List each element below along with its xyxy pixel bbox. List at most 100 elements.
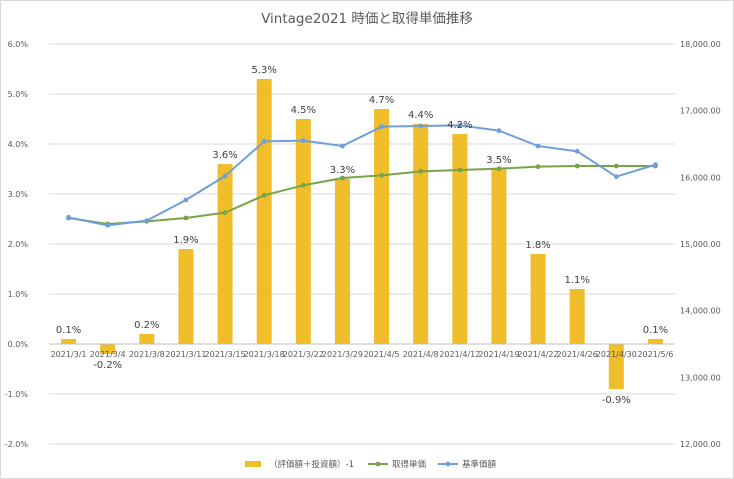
bar-series — [61, 79, 663, 389]
line-series — [66, 122, 658, 228]
bar-data-label: 1.9% — [173, 235, 198, 246]
x-tick-label: 2021/3/1 — [51, 350, 87, 359]
legend-label: 取得単価 — [392, 459, 427, 470]
y-left-tick-label: 1.0% — [8, 290, 29, 299]
legend-marker — [445, 461, 451, 467]
y-left-tick-label: 2.0% — [8, 240, 29, 249]
bar — [256, 79, 272, 344]
series-point — [66, 214, 71, 220]
bar — [374, 109, 390, 344]
bar — [413, 124, 429, 344]
bar — [334, 179, 350, 344]
x-tick-label: 2021/4/8 — [403, 350, 439, 359]
y-left-tick-label: 0.0% — [8, 340, 29, 349]
bar — [61, 339, 77, 344]
series-line — [68, 124, 656, 227]
series-point — [340, 175, 345, 181]
series-point — [261, 192, 267, 198]
x-tick-label: 2021/4/19 — [478, 350, 519, 359]
bar — [491, 169, 507, 344]
series-point — [535, 164, 541, 170]
bar-data-label: -0.2% — [93, 360, 122, 371]
series-point — [418, 123, 424, 129]
bar-data-label: 0.1% — [643, 325, 668, 336]
chart-title: Vintage2021 時価と取得単価推移 — [261, 10, 473, 27]
axes: -2.0% -1.0% 0.0% 1.0% 2.0% 3.0% 4.0% 5.0% 6.0% 12… — [5, 40, 721, 449]
x-tick-label: 2021/3/18 — [244, 350, 285, 359]
x-tick-label: 2021/3/11 — [165, 350, 206, 359]
y-right-tick-label: 17,000.00 — [680, 107, 721, 116]
x-tick-label: 2021/3/22 — [283, 350, 324, 359]
series-point — [613, 163, 619, 169]
series-point — [222, 210, 228, 216]
y-left-tick-label: 3.0% — [8, 190, 29, 199]
y-left-tick-label: 5.0% — [8, 90, 29, 99]
bar — [139, 334, 155, 344]
series-point — [535, 143, 541, 149]
legend-label: （評価額＋投資額）-1 — [269, 459, 354, 470]
series-point — [300, 138, 306, 144]
series-point — [183, 215, 189, 221]
series-point — [418, 168, 424, 174]
y-left-tick-label: 4.0% — [8, 140, 29, 149]
x-tick-label: 2021/4/26 — [557, 350, 598, 359]
legend-swatch — [245, 461, 261, 467]
series-point — [379, 172, 384, 178]
y-left-tick-label: -1.0% — [5, 390, 29, 399]
y-right-tick-label: 14,000.00 — [680, 307, 721, 316]
x-tick-label: 2021/3/15 — [205, 350, 246, 359]
series-point — [457, 167, 463, 173]
bar-data-label: 5.3% — [251, 65, 276, 76]
bar — [608, 344, 624, 389]
series-point — [144, 218, 150, 224]
data-labels: 0.1% -0.2% 0.2% 1.9% 3.6% 5.3% 4.5% 3.3% 4.7% 4.4… — [56, 65, 668, 406]
bar-data-label: 4.7% — [369, 95, 394, 106]
legend-marker — [375, 461, 381, 467]
bar-data-label: 0.1% — [56, 325, 81, 336]
y-left-tick-label: 6.0% — [8, 40, 29, 49]
x-tick-label: 2021/5/6 — [637, 350, 673, 359]
x-tick-label: 2021/3/8 — [129, 350, 165, 359]
legend-label: 基準価額 — [462, 459, 497, 470]
bar-data-label: 3.5% — [486, 155, 511, 166]
bar — [569, 289, 585, 344]
bar — [647, 339, 663, 344]
gridlines — [49, 43, 675, 445]
bar-data-label: 4.2% — [447, 120, 472, 131]
x-tick-label: 2021/4/30 — [596, 350, 637, 359]
series-point — [261, 138, 267, 144]
y-right-tick-label: 18,000.00 — [680, 40, 721, 49]
x-tick-label: 2021/4/22 — [518, 350, 559, 359]
y-right-tick-label: 16,000.00 — [680, 173, 721, 182]
series-point — [340, 143, 345, 149]
bar — [100, 344, 116, 354]
y-right-tick-label: 12,000.00 — [680, 440, 721, 449]
bar-data-label: 3.6% — [212, 150, 237, 161]
series-point — [496, 128, 502, 134]
y-right-tick-label: 15,000.00 — [680, 240, 721, 249]
y-left-tick-label: -2.0% — [5, 440, 29, 449]
series-point — [183, 197, 189, 203]
series-point — [496, 166, 502, 172]
x-tick-label: 2021/3/29 — [322, 350, 363, 359]
series-point — [613, 174, 619, 180]
bar — [217, 164, 233, 344]
series-line — [68, 165, 656, 225]
series-point — [222, 173, 228, 179]
series-point — [574, 163, 580, 169]
bar-data-label: 1.8% — [525, 240, 550, 251]
bar-data-label: 0.2% — [134, 320, 159, 331]
bar — [295, 119, 311, 344]
bar-data-label: 1.1% — [564, 275, 589, 286]
series-point — [457, 122, 463, 128]
x-tick-label: 2021/4/12 — [439, 350, 480, 359]
bar-data-label: -0.9% — [602, 395, 631, 406]
legend: （評価額＋投資額）-1 取得単価 基準価額 — [245, 459, 497, 470]
x-tick-label: 2021/4/5 — [364, 350, 400, 359]
series-point — [574, 148, 580, 154]
series-point — [653, 162, 658, 168]
bar-data-label: 3.3% — [330, 165, 355, 176]
series-point — [105, 222, 111, 228]
